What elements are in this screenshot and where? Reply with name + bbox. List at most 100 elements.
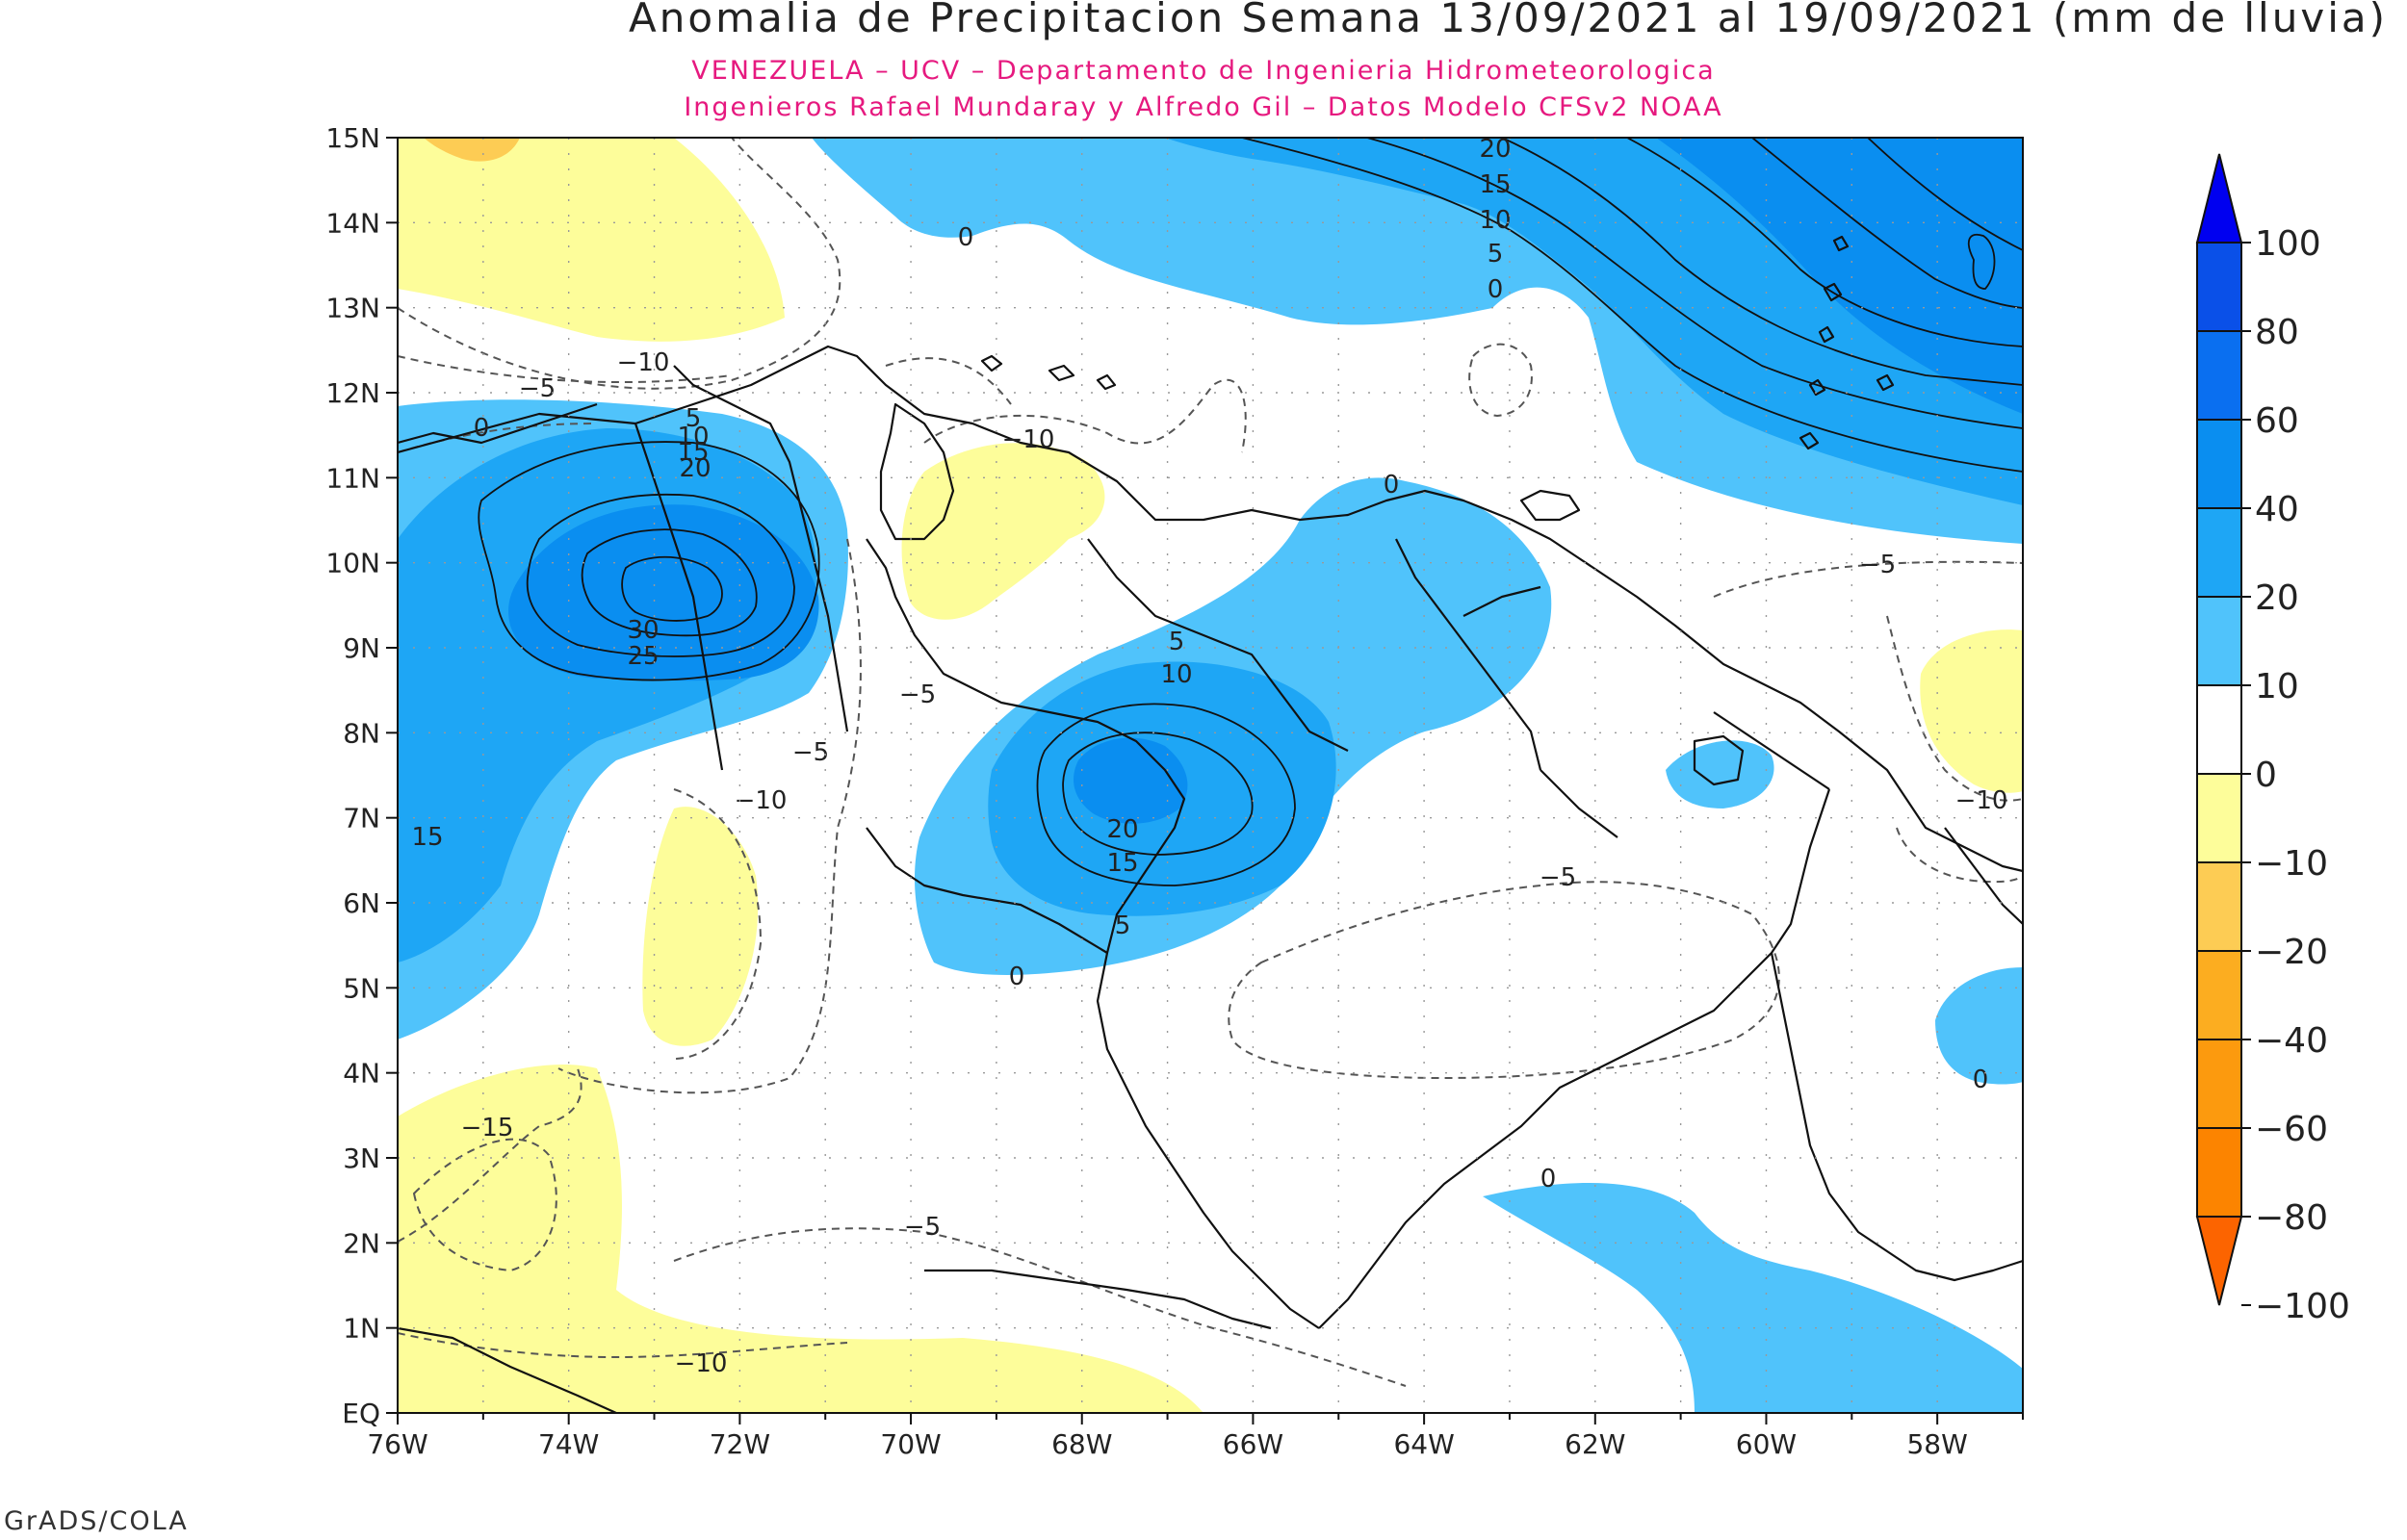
positive-contours (478, 138, 2023, 886)
coastlines (398, 235, 2023, 1413)
contour-solid (1366, 138, 2023, 429)
contour-dashed (557, 538, 862, 1094)
lat-tick-label: 9N (343, 632, 380, 664)
lat-tick-label: 1N (343, 1313, 380, 1345)
contour-label: 0 (1009, 962, 1025, 991)
positive-region-caribbean-ne-core (1656, 138, 2023, 414)
negative-region-east (1920, 629, 2023, 793)
positive-region-trinidad (1666, 740, 1774, 808)
colorbar-label: 20 (2255, 578, 2299, 618)
positive-region-venezuela-center-core (1074, 737, 1188, 824)
border-guyana-brazil (1770, 952, 2023, 1282)
border-state-lines (1395, 538, 1618, 838)
negative-region-southwest (398, 1065, 1204, 1413)
contour-label: 20 (1479, 135, 1511, 164)
contour-label: 5 (686, 404, 702, 433)
coastline-suriname (1944, 827, 2023, 925)
lon-tick-label: 76W (367, 1428, 427, 1460)
coastline-island-grenada (1799, 431, 1820, 450)
lon-tick-label: 60W (1736, 1428, 1797, 1460)
contour-label: −10 (675, 1349, 728, 1378)
contour-dashed (673, 788, 763, 1060)
lat-tick-label: EQ (342, 1398, 380, 1429)
software-credit: GrADS/COLA (4, 1506, 189, 1536)
contour-label: 15 (1106, 849, 1138, 878)
contour-dashed (398, 355, 733, 384)
coastline-colombia-pacific (634, 423, 724, 771)
negative-region-northwest (398, 138, 785, 342)
contour-dashed (398, 423, 598, 453)
colorbar-label: 100 (2255, 224, 2321, 264)
contour-solid (1751, 138, 2023, 309)
contour-dashed (1896, 827, 2023, 884)
contour-label: −5 (792, 738, 829, 767)
contour-label: −10 (1002, 425, 1055, 454)
colorbar-segment (2196, 773, 2242, 863)
border-brazil-colombia (866, 827, 1108, 954)
contour-label: −15 (461, 1114, 514, 1142)
contour-dashed (398, 1067, 582, 1243)
lon-tick-label: 74W (538, 1428, 599, 1460)
contour-dashed (1468, 343, 1533, 418)
lat-tick-label: 8N (343, 717, 380, 749)
lon-tick-label: 62W (1565, 1428, 1625, 1460)
contour-label: −5 (904, 1213, 941, 1242)
border-colombia-ecuador (398, 1326, 617, 1413)
coastline-panama (398, 402, 598, 445)
lon-tick-label: 66W (1223, 1428, 1283, 1460)
latitude-axis: EQ 1N 2N 3N 4N 5N 6N 7N 8N 9N 10N 11N 12N 13N 14N 15N (325, 122, 398, 1429)
contour-label: 0 (474, 414, 490, 443)
anomaly-field: 20 15 10 5 0 0 −10 −5 0 5 10 15 20 30 25… (398, 135, 2023, 1413)
colorbar-segment (2196, 330, 2242, 421)
contour-label: 20 (1106, 815, 1138, 844)
colorbar-segment (2196, 1127, 2242, 1218)
contour-solid (1501, 138, 2023, 386)
coastline-island-margarita (1519, 489, 1581, 522)
colorbar-label: −80 (2255, 1198, 2328, 1238)
lat-tick-label: 11N (325, 462, 380, 494)
contour-solid (1241, 138, 2023, 473)
contour-dashed (398, 1332, 848, 1359)
positive-region-colombia-west-core (508, 504, 819, 681)
colorbar-label: 0 (2255, 756, 2277, 795)
border-colombia-peru (924, 1269, 1272, 1330)
lat-tick-label: 3N (343, 1142, 380, 1174)
colorbar-label: −60 (2255, 1110, 2328, 1149)
coastline-island-stvincent (1808, 378, 1826, 397)
subtitle-line-1: VENEZUELA – UCV – Departamento de Ingeni… (691, 56, 1716, 86)
negative-region-northwest-peak (424, 138, 520, 162)
colorbar-segment (2196, 950, 2242, 1040)
coastline-island-curacao (1048, 364, 1075, 382)
colorbar-label: −10 (2255, 844, 2328, 884)
contour-label: −5 (1540, 863, 1576, 892)
colorbar-segment (2196, 1039, 2242, 1129)
lat-tick-label: 6N (343, 887, 380, 919)
coastline-isthmus (673, 365, 849, 732)
contour-dashed (1713, 560, 2023, 598)
lat-tick-label: 15N (325, 122, 380, 154)
contour-label: 10 (1479, 206, 1511, 235)
contour-label: 20 (679, 454, 711, 483)
map-frame (397, 137, 2024, 1414)
subtitle-line-2: Ingenieros Rafael Mundaray y Alfredo Gil… (684, 92, 1723, 122)
contour-solid (621, 555, 723, 622)
contour-dashed (1886, 615, 2023, 802)
contour-label: −5 (519, 374, 556, 403)
lat-tick-label: 5N (343, 972, 380, 1004)
gridlines (398, 138, 2023, 1413)
contour-label: 0 (1384, 471, 1400, 500)
border-venezuela-guyana (1713, 711, 1830, 790)
coastline-island-aruba (980, 354, 1003, 372)
contour-solid (526, 493, 795, 657)
colorbar-arrow-top (2195, 153, 2243, 244)
contour-label: −5 (1859, 551, 1896, 579)
contour-label: 15 (677, 438, 709, 467)
border-venezuela-brazil (1318, 788, 1831, 1329)
colorbar-segment (2196, 684, 2242, 775)
lat-tick-label: 12N (325, 377, 380, 409)
lon-tick-label: 72W (710, 1428, 770, 1460)
contour-solid (478, 441, 820, 681)
coastline-island-bonaire (1096, 373, 1117, 391)
contour-label: 0 (958, 223, 974, 252)
